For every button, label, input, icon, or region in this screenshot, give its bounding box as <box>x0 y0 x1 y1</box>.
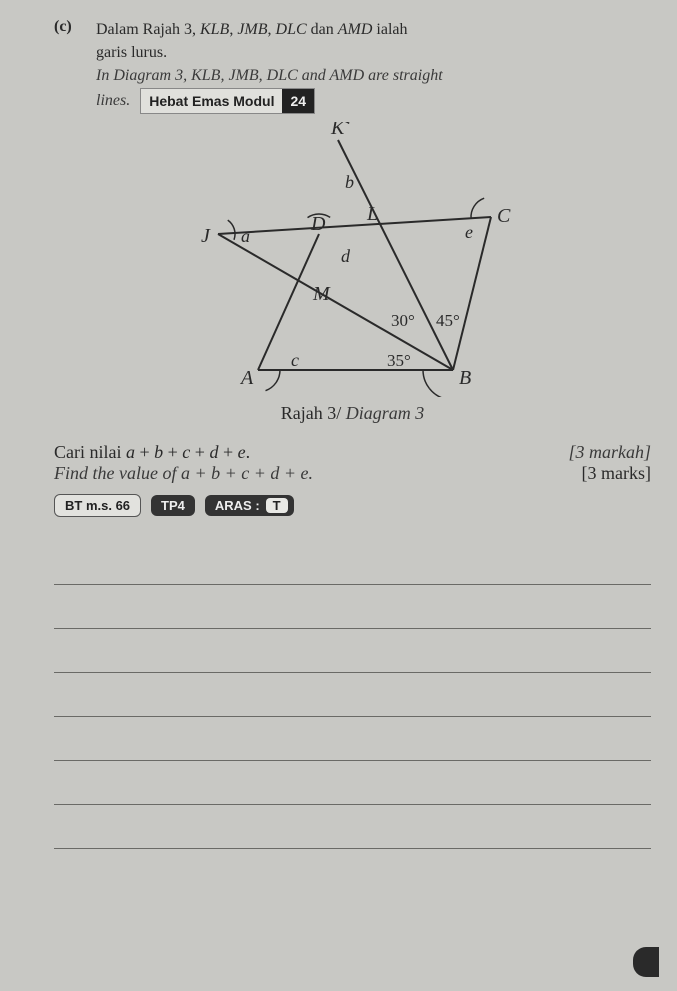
svg-text:45°: 45° <box>436 311 460 330</box>
find-ms: Cari nilai a + b + c + d + e. <box>54 442 250 463</box>
answer-line <box>54 761 651 805</box>
caption-sep: / <box>336 403 346 423</box>
tag-row: BT m.s. 66 TP4 ARAS : T <box>54 494 651 517</box>
svg-text:a: a <box>241 226 250 246</box>
svg-text:D: D <box>310 213 326 235</box>
svg-text:C: C <box>497 205 511 227</box>
answer-line <box>54 585 651 629</box>
diagram-caption: Rajah 3/ Diagram 3 <box>54 403 651 424</box>
answer-line <box>54 805 651 849</box>
answer-line <box>54 717 651 761</box>
find-row-en: Find the value of a + b + c + d + e. [3 … <box>54 463 651 484</box>
q-line4-en: lines. <box>96 89 130 112</box>
hebat-text: Hebat Emas Modul <box>141 89 282 113</box>
svg-text:M: M <box>312 283 331 305</box>
svg-text:B: B <box>459 367 471 389</box>
q-line1-ms: Dalam Rajah 3, KLB, JMB, DLC dan AMD ial… <box>96 18 443 41</box>
diagram: K J D L C M A Ba b d e c 30° 45° 35° <box>163 122 543 397</box>
q-line4-row: lines. Hebat Emas Modul 24 <box>96 88 443 114</box>
hebat-badge: Hebat Emas Modul 24 <box>140 88 315 114</box>
bt-pill: BT m.s. 66 <box>54 494 141 517</box>
q-line2-ms: garis lurus. <box>96 41 443 64</box>
svg-text:K: K <box>330 122 346 139</box>
svg-text:b: b <box>345 172 354 192</box>
q-line3-en: In Diagram 3, KLB, JMB, DLC and AMD are … <box>96 64 443 87</box>
marks-ms: [3 markah] <box>568 442 651 463</box>
svg-text:30°: 30° <box>391 311 415 330</box>
aras-value: T <box>266 498 288 513</box>
question-header: (c) Dalam Rajah 3, KLB, JMB, DLC dan AMD… <box>54 18 651 114</box>
question-label: (c) <box>54 18 84 114</box>
caption-en: Diagram 3 <box>346 403 425 423</box>
answer-line <box>54 673 651 717</box>
page-corner <box>633 947 659 977</box>
find-row-ms: Cari nilai a + b + c + d + e. [3 markah] <box>54 442 651 463</box>
answer-line <box>54 541 651 585</box>
hebat-number: 24 <box>282 89 314 113</box>
svg-text:c: c <box>291 350 299 370</box>
find-en: Find the value of a + b + c + d + e. <box>54 463 313 484</box>
diagram-container: K J D L C M A Ba b d e c 30° 45° 35° <box>54 122 651 397</box>
svg-text:35°: 35° <box>387 351 411 370</box>
tp-pill: TP4 <box>151 495 195 516</box>
aras-pill: ARAS : T <box>205 495 294 516</box>
aras-label: ARAS : <box>215 498 260 513</box>
svg-text:e: e <box>465 222 473 242</box>
svg-text:d: d <box>341 246 351 266</box>
answer-line <box>54 629 651 673</box>
question-text: Dalam Rajah 3, KLB, JMB, DLC dan AMD ial… <box>96 18 443 114</box>
find-block: Cari nilai a + b + c + d + e. [3 markah]… <box>54 442 651 484</box>
svg-text:L: L <box>366 203 378 225</box>
answer-lines <box>54 541 651 849</box>
svg-text:J: J <box>201 225 211 247</box>
caption-ms: Rajah 3 <box>281 403 337 423</box>
marks-en: [3 marks] <box>582 463 651 484</box>
svg-text:A: A <box>239 367 254 389</box>
